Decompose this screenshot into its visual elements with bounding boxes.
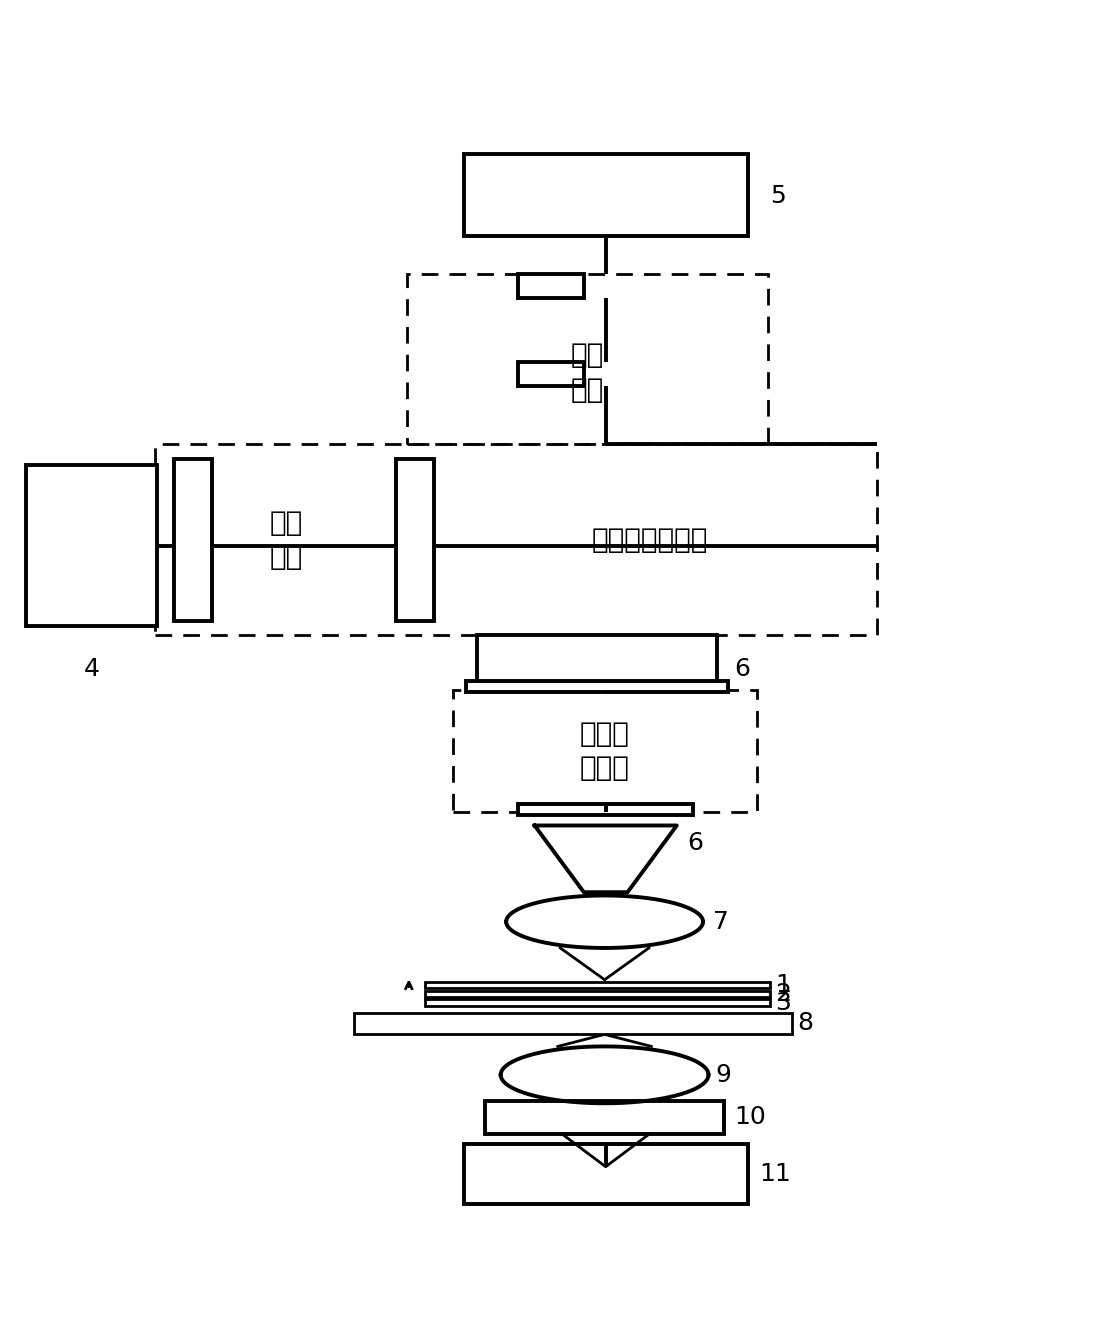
Bar [464,1144,748,1204]
Bar [466,681,728,692]
Text: 10: 10 [735,1105,767,1129]
Text: 9: 9 [715,1063,731,1088]
Bar [485,1101,724,1134]
Text: 6: 6 [688,831,704,855]
Text: 显微光
路模块: 显微光 路模块 [580,720,629,783]
Text: 11: 11 [759,1162,790,1186]
Text: 8: 8 [797,1011,813,1035]
Bar [477,635,717,681]
Text: 7: 7 [713,910,728,934]
Bar [518,274,584,298]
Text: 1: 1 [775,973,791,997]
Bar [453,689,757,812]
Text: 3: 3 [775,991,791,1014]
Bar [518,804,693,815]
Text: 6: 6 [735,657,750,681]
Bar [174,460,212,621]
Bar [425,990,769,997]
Text: 2: 2 [775,982,791,1006]
Bar [354,1013,791,1034]
Text: 双光束重合模块: 双光束重合模块 [592,526,707,554]
Bar [464,154,748,236]
Bar [518,362,584,386]
Bar [407,274,768,444]
Text: 4: 4 [84,657,99,681]
Bar [396,460,434,621]
Text: 5: 5 [769,183,786,207]
Bar [155,444,877,635]
Bar [425,982,769,989]
Bar [26,465,158,627]
Text: 光束
调制: 光束 调制 [571,342,604,403]
Polygon shape [534,826,677,892]
Text: 光束
调制: 光束 调制 [270,509,303,572]
Bar [425,999,769,1006]
